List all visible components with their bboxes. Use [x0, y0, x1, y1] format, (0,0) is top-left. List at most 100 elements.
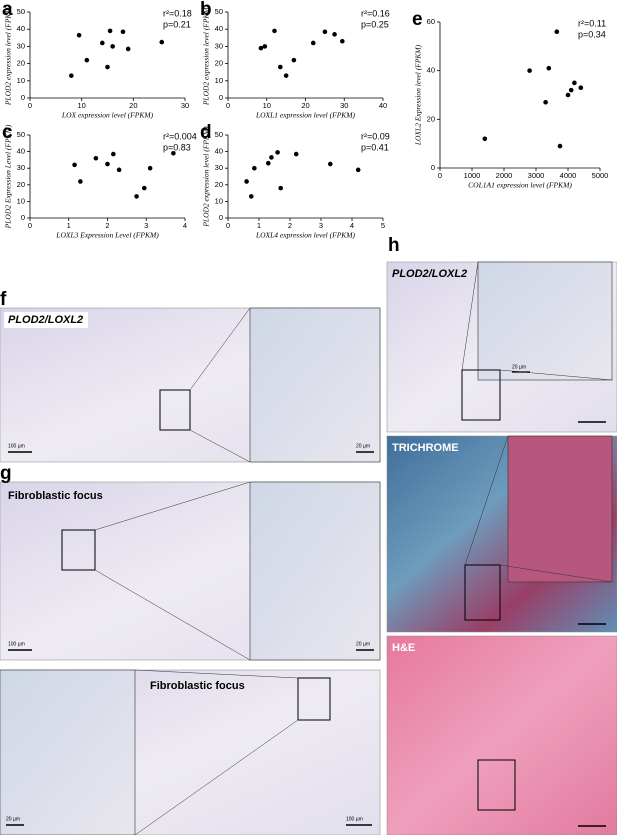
data-point [147, 165, 153, 171]
x-axis-label: LOX expression level (FPKM) [61, 111, 154, 120]
data-point [116, 167, 122, 173]
x-tick-label: 40 [379, 101, 387, 110]
data-point [572, 80, 577, 86]
data-point [568, 87, 574, 93]
panel-f: PLOD2/LOXL2 f 100 µm 20 µm [0, 289, 381, 463]
panel-label: g [0, 463, 12, 484]
y-tick-label: 0 [21, 93, 25, 102]
panel-label: f [0, 289, 7, 310]
y-tick-label: 60 [427, 17, 435, 26]
caption: PLOD2/LOXL2 [8, 314, 83, 326]
x-axis-label: LOXL1 expression level (FPKM) [255, 111, 356, 120]
data-point [171, 150, 176, 156]
y-tick-label: 50 [17, 7, 25, 16]
y-tick-label: 30 [215, 163, 223, 172]
data-point [266, 160, 271, 166]
data-point [527, 68, 532, 73]
annotation: p=0.34 [578, 29, 606, 39]
scale-label: 20 µm [6, 816, 20, 822]
data-point [565, 92, 571, 98]
scale-label: 20 µm [512, 364, 526, 370]
caption: PLOD2/LOXL2 [392, 268, 467, 280]
panel-g-lower: Fibroblastic focus 20 µm 100 µm [0, 669, 381, 835]
y-tick-label: 40 [427, 66, 435, 75]
panel-label: a [2, 0, 13, 20]
y-tick-label: 20 [17, 180, 25, 189]
x-tick-label: 4 [350, 221, 354, 230]
y-tick-label: 30 [215, 41, 223, 50]
scale-label: 20 µm [356, 443, 370, 449]
y-tick-label: 0 [21, 213, 25, 222]
y-tick-label: 10 [17, 76, 25, 85]
data-point [557, 143, 563, 149]
x-tick-label: 0 [438, 171, 442, 180]
x-axis-label: LOXL3 Expression Level (FPKM) [55, 231, 159, 240]
zoom-box [477, 759, 516, 811]
y-tick-label: 20 [215, 59, 223, 68]
caption-box [4, 312, 88, 328]
zoom-line [134, 669, 299, 679]
data-point [543, 100, 548, 105]
x-tick-label: 0 [226, 221, 230, 230]
caption: H&E [392, 642, 415, 654]
y-tick-label: 30 [17, 163, 25, 172]
zoom-box [461, 369, 501, 421]
x-tick-label: 3 [144, 221, 148, 230]
data-point [244, 179, 249, 184]
panel-label: b [200, 0, 212, 20]
zoom-line [461, 261, 479, 371]
x-tick-label: 2 [105, 221, 109, 230]
data-point [110, 44, 115, 49]
y-axis-label: PLOD2 expression level (FPKM) [4, 4, 13, 106]
y-axis-label: PLOD2 Expression Level (FPKM) [4, 124, 13, 229]
x-tick-label: 10 [77, 101, 85, 110]
zoom-line [94, 481, 251, 531]
zoom-line [499, 564, 613, 583]
scale-label: 100 µm [346, 816, 363, 822]
x-tick-label: 3 [319, 221, 323, 230]
y-tick-label: 0 [219, 93, 223, 102]
x-axis-label: COL1A1 expression level (FPKM) [468, 181, 572, 190]
y-tick-label: 10 [17, 196, 25, 205]
y-tick-label: 10 [215, 196, 223, 205]
data-point [275, 150, 280, 155]
data-point [105, 161, 110, 167]
data-point [120, 29, 126, 35]
data-point [328, 161, 333, 167]
y-axis-label: PLOD2 expression level (FPKM) [202, 126, 211, 228]
data-point [262, 44, 268, 49]
y-tick-label: 50 [215, 130, 223, 139]
x-tick-label: 30 [340, 101, 348, 110]
inset [507, 435, 613, 583]
annotation: r²=0.09 [361, 131, 390, 141]
data-point [269, 155, 274, 160]
data-point [278, 185, 284, 191]
data-point [291, 57, 297, 63]
x-tick-label: 4000 [560, 171, 577, 180]
zoom-box [61, 529, 96, 571]
x-tick-label: 3000 [528, 171, 545, 180]
panel-label: c [2, 122, 13, 143]
panel-label: d [200, 122, 212, 143]
x-tick-label: 5 [381, 221, 385, 230]
zoom-box [464, 564, 501, 621]
y-tick-label: 20 [17, 59, 25, 68]
x-axis-label: LOXL4 expression level (FPKM) [255, 231, 356, 240]
data-point [100, 40, 105, 46]
data-point [84, 57, 90, 63]
y-tick-label: 40 [215, 24, 223, 33]
data-point [310, 40, 316, 46]
zoom-line [94, 569, 251, 661]
y-axis-label: PLOD2 expression level (FPKM) [202, 4, 211, 106]
x-tick-label: 1 [67, 221, 71, 230]
zoom-box [159, 389, 191, 431]
data-point [111, 151, 116, 157]
data-point [340, 38, 345, 44]
data-point [78, 179, 83, 184]
data-point [293, 151, 299, 157]
data-point [69, 73, 74, 78]
caption: TRICHROME [392, 442, 459, 454]
data-point [332, 32, 337, 37]
x-tick-label: 30 [181, 101, 189, 110]
